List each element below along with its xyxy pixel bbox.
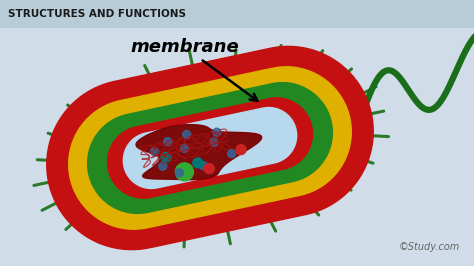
Circle shape	[159, 162, 167, 170]
Circle shape	[161, 152, 171, 162]
Circle shape	[193, 158, 203, 168]
Circle shape	[200, 162, 208, 170]
Circle shape	[164, 138, 172, 146]
Circle shape	[236, 145, 246, 155]
Polygon shape	[108, 98, 312, 198]
Circle shape	[181, 144, 189, 152]
Circle shape	[175, 163, 193, 181]
Circle shape	[228, 149, 236, 158]
Circle shape	[175, 169, 183, 177]
Bar	[0, 0, 474, 28]
Circle shape	[210, 138, 218, 146]
Text: STRUCTURES AND FUNCTIONS: STRUCTURES AND FUNCTIONS	[8, 9, 186, 19]
Circle shape	[182, 131, 191, 139]
Polygon shape	[69, 67, 351, 229]
Polygon shape	[47, 46, 373, 250]
Text: membrane: membrane	[130, 38, 257, 101]
Circle shape	[151, 148, 158, 156]
Polygon shape	[136, 125, 262, 180]
Polygon shape	[123, 107, 297, 189]
Circle shape	[213, 128, 221, 136]
Polygon shape	[88, 83, 332, 213]
Circle shape	[204, 164, 214, 174]
Text: ©Study.com: ©Study.com	[399, 242, 460, 252]
